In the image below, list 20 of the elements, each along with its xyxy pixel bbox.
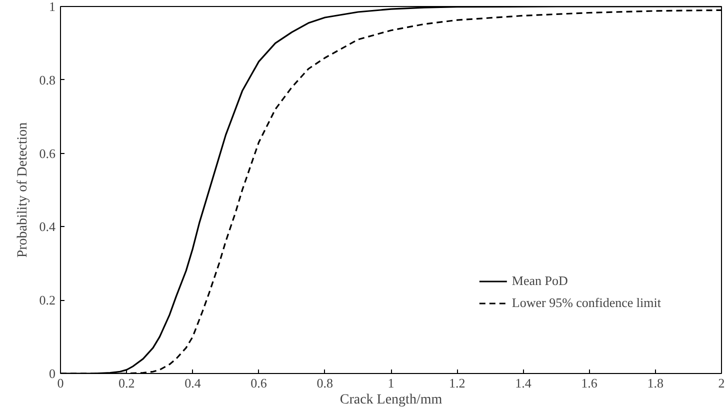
y-tick-label: 0.6 [39, 146, 56, 161]
x-tick-label: 0.8 [316, 376, 334, 390]
x-tick-label: 1 [388, 376, 394, 390]
y-tick-label: 0.4 [39, 219, 56, 234]
y-tick-label: 0 [49, 366, 56, 381]
y-axis-title: Probability of Detection [15, 122, 30, 258]
y-tick-label: 0.8 [39, 72, 56, 88]
y-tick-label: 0.2 [39, 292, 56, 308]
x-axis-title: Crack Length/mm [340, 392, 442, 408]
x-tick-label: 0.6 [250, 376, 268, 390]
legend-label: Lower 95% confidence limit [512, 295, 661, 311]
x-tick-label: 1.8 [647, 376, 664, 390]
y-tick-label: 1 [49, 0, 56, 14]
x-tick-label: 0.2 [118, 376, 135, 390]
x-tick-label: 1.2 [448, 376, 466, 390]
x-tick-label: 2 [718, 376, 725, 390]
x-tick-label: 1.4 [515, 376, 532, 390]
legend-label: Mean PoD [512, 273, 568, 289]
x-tick-label: 1.6 [581, 376, 598, 390]
x-tick-label: 0.4 [184, 376, 202, 390]
